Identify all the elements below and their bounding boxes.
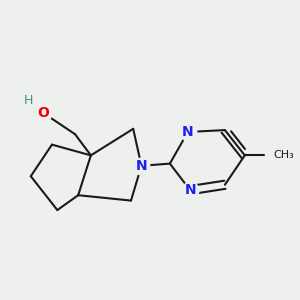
Text: H: H (24, 94, 34, 107)
Text: N: N (136, 159, 147, 173)
Text: O: O (38, 106, 50, 120)
Text: N: N (182, 125, 194, 139)
Text: CH₃: CH₃ (273, 150, 294, 161)
Text: N: N (184, 183, 196, 197)
